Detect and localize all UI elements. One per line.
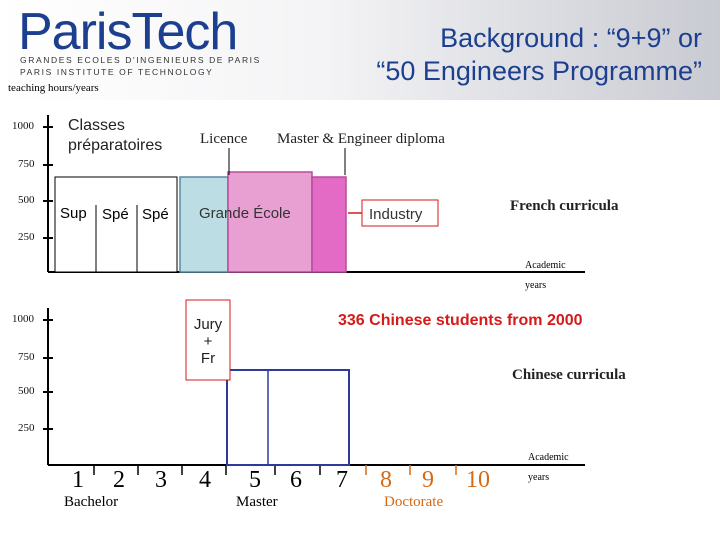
bottom-axis-label-line1: Academic bbox=[528, 452, 569, 463]
master-period-label: Master bbox=[236, 494, 278, 510]
top-axis-label: Academic years bbox=[525, 256, 566, 296]
logo-subtitle-english: PARIS INSTITUTE OF TECHNOLOGY bbox=[20, 67, 214, 77]
chinese-curricula-box bbox=[226, 369, 350, 466]
slide-title: Background : “9+9” or “50 Engineers Prog… bbox=[242, 22, 702, 88]
top-axis-label-line1: Academic bbox=[525, 260, 566, 271]
chinese-students-label: 336 Chinese students from 2000 bbox=[338, 312, 583, 329]
classes-prepa-label: Classes préparatoires bbox=[68, 116, 162, 156]
doctorate-label: Doctorate bbox=[384, 494, 444, 510]
classes-prepa-box bbox=[54, 176, 178, 273]
top-tick-1000: 1000 bbox=[12, 120, 34, 132]
jury-line1: Jury bbox=[193, 316, 223, 333]
spe2-label: Spé bbox=[142, 206, 169, 223]
jury-fr-label: Jury + Fr bbox=[186, 316, 230, 367]
french-curricula-label: French curricula bbox=[510, 198, 619, 214]
slide-title-line2: “50 Engineers Programme” bbox=[376, 56, 702, 86]
jury-fr-box bbox=[185, 299, 231, 381]
jury-line3: Fr bbox=[200, 350, 216, 367]
year-9: 9 bbox=[422, 467, 434, 493]
header-background bbox=[0, 0, 720, 100]
bottom-tick-250: 250 bbox=[18, 422, 35, 434]
year-10: 10 bbox=[466, 467, 490, 493]
bottom-chart-bars bbox=[185, 299, 350, 466]
bottom-tick-750: 750 bbox=[18, 351, 35, 363]
industry-box bbox=[361, 199, 439, 227]
chinese-curricula-label: Chinese curricula bbox=[512, 367, 626, 383]
slide-title-line1: Background : “9+9” or bbox=[440, 23, 702, 53]
industry-label: Industry bbox=[369, 206, 423, 223]
year-4: 4 bbox=[199, 467, 211, 493]
year-7: 7 bbox=[336, 467, 348, 493]
year-8: 8 bbox=[380, 467, 392, 493]
spe1-label: Spé bbox=[102, 206, 129, 223]
bottom-tick-500: 500 bbox=[18, 385, 35, 397]
top-tick-250: 250 bbox=[18, 231, 35, 243]
paristech-logo: ParisTech bbox=[18, 3, 238, 61]
sup-label: Sup bbox=[60, 205, 87, 222]
year-3: 3 bbox=[155, 467, 167, 493]
licence-label: Licence bbox=[200, 131, 248, 147]
classes-label-line2: préparatoires bbox=[68, 137, 163, 154]
year-2: 2 bbox=[113, 467, 125, 493]
bottom-chart-axes bbox=[43, 308, 585, 475]
bottom-tick-1000: 1000 bbox=[12, 313, 34, 325]
jury-line2: + bbox=[203, 333, 213, 350]
top-chart-ylabel: teaching hours/years bbox=[8, 82, 99, 94]
logo-subtitle-french: GRANDES ECOLES D'INGENIEURS DE PARIS bbox=[20, 55, 261, 65]
engineer-diploma-box bbox=[311, 176, 347, 273]
bottom-axis-label: Academic years bbox=[528, 448, 569, 488]
year-1: 1 bbox=[72, 467, 84, 493]
year-6: 6 bbox=[290, 467, 302, 493]
top-tick-750: 750 bbox=[18, 158, 35, 170]
licence-box bbox=[179, 176, 229, 273]
bottom-axis-label-line2: years bbox=[528, 472, 550, 483]
grande-ecole-label: Grande École bbox=[199, 205, 291, 222]
top-tick-500: 500 bbox=[18, 194, 35, 206]
top-chart-bars bbox=[54, 148, 439, 273]
bachelor-label: Bachelor bbox=[64, 494, 119, 510]
classes-label-line1: Classes bbox=[68, 117, 125, 134]
year-5: 5 bbox=[249, 467, 261, 493]
master-engineer-label: Master & Engineer diploma bbox=[277, 131, 445, 147]
master-box bbox=[227, 171, 313, 273]
top-axis-label-line2: years bbox=[525, 280, 547, 291]
